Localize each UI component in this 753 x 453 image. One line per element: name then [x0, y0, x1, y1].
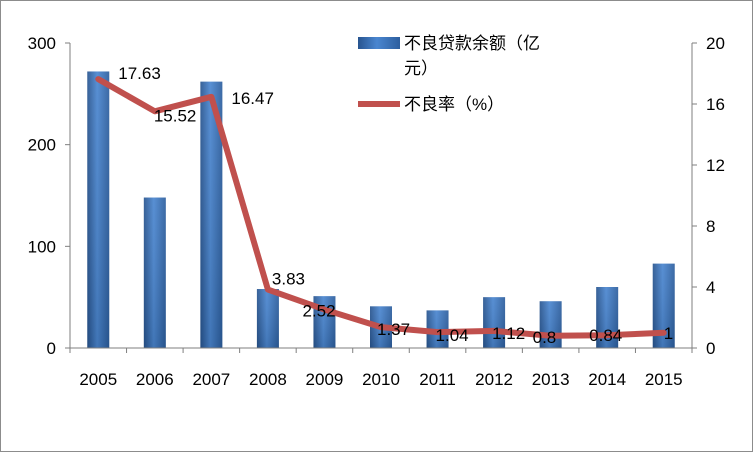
legend-line-label: 不良率（%）: [404, 95, 504, 114]
x-tick-label: 2015: [645, 370, 683, 389]
y-right-tick-label: 8: [706, 217, 715, 236]
bar-shade-2007: [200, 81, 223, 348]
y-right-tick-label: 20: [706, 34, 725, 53]
legend-bar-label: 不良贷款余额（亿: [404, 34, 540, 53]
rate-data-label: 1: [664, 324, 673, 343]
bar-shade-2008: [256, 289, 279, 348]
legend-bar-swatch: [358, 37, 400, 49]
bar-shade-2015: [652, 263, 675, 348]
x-tick-label: 2009: [306, 370, 344, 389]
rate-data-label: 16.47: [231, 89, 274, 108]
line-series: [95, 76, 667, 339]
x-tick-label: 2006: [136, 370, 174, 389]
x-tick-label: 2008: [249, 370, 287, 389]
x-tick-label: 2005: [79, 370, 117, 389]
y-left-tick-label: 200: [28, 136, 56, 155]
rate-data-label: 15.52: [154, 106, 197, 125]
y-right-tick-label: 4: [706, 278, 715, 297]
bar-shade-2005: [87, 71, 110, 348]
rate-data-label: 0.8: [533, 328, 557, 347]
y-right-tick-label: 12: [706, 156, 725, 175]
x-tick-label: 2013: [532, 370, 570, 389]
x-tick-label: 2010: [362, 370, 400, 389]
y-right-tick-label: 0: [706, 339, 715, 358]
axes: 0 100 200 300 0 4 8 12 16 20 2005 2006 2007 2008 2009 2…: [28, 34, 725, 389]
x-tick-label: 2014: [588, 370, 626, 389]
legend: 不良贷款余额（亿元） 不良率（%）: [358, 34, 540, 114]
x-tick-label: 2011: [419, 370, 456, 389]
y-right-tick-label: 16: [706, 95, 725, 114]
rate-data-label: 1.04: [436, 326, 469, 345]
bar-shade-2006: [143, 197, 166, 348]
rate-data-label: 3.83: [272, 270, 305, 289]
data-labels: 17.63 15.52 16.47 3.83 2.52 1.37 1.04 1.12 0.8 0.…: [118, 64, 673, 347]
x-tick-label: 2007: [192, 370, 230, 389]
y-left-tick-label: 300: [28, 34, 56, 53]
rate-data-label: 17.63: [118, 64, 161, 83]
rate-line: [95, 76, 667, 339]
rate-data-label: 1.37: [377, 320, 410, 339]
bar-shade-2012: [483, 297, 506, 348]
y-left-tick-label: 100: [28, 237, 56, 256]
y-left-tick-label: 0: [47, 339, 56, 358]
rate-data-label: 1.12: [492, 324, 525, 343]
x-tick-label: 2012: [475, 370, 513, 389]
rate-data-label: 2.52: [302, 302, 335, 321]
rate-data-label: 0.84: [589, 326, 622, 345]
legend-bar-label-cont: 元）: [404, 59, 438, 78]
